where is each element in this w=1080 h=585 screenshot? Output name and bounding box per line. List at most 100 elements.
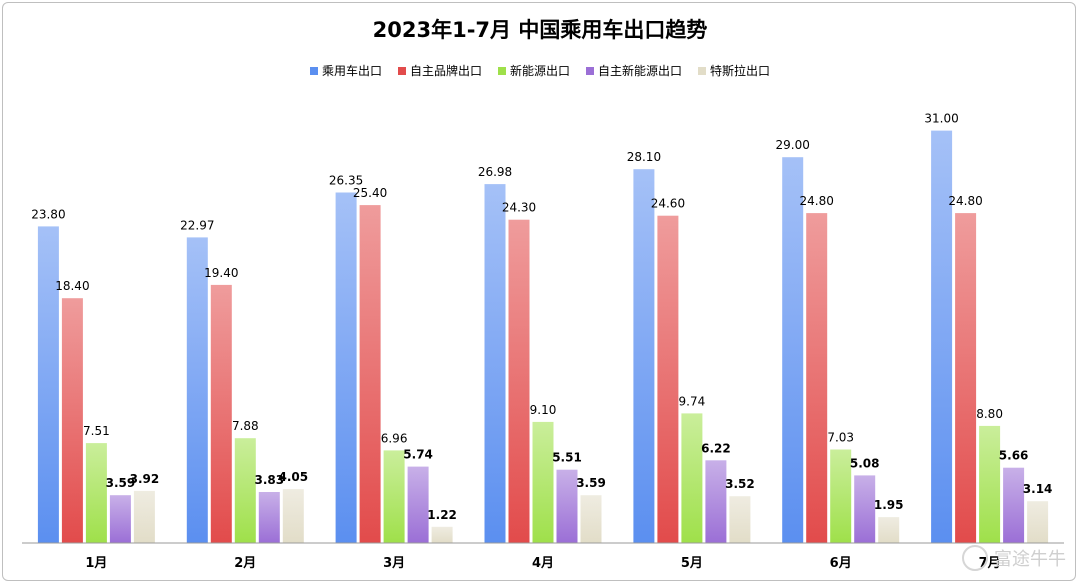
x-tick-label-2: 3月 (383, 556, 405, 571)
legend-label-1: 自主品牌出口 (409, 64, 482, 78)
x-tick-label-5: 6月 (830, 556, 852, 571)
legend-item-4: 特斯拉出口 (698, 62, 770, 79)
bar-4-2 (431, 526, 453, 543)
data-label-4-0: 3.92 (130, 472, 160, 486)
data-label-1-1: 19.40 (204, 266, 238, 280)
bar-2-0 (85, 443, 107, 543)
legend-label-0: 乘用车出口 (321, 64, 382, 78)
data-label-0-2: 26.35 (329, 174, 363, 188)
data-label-0-5: 29.00 (776, 138, 810, 152)
legend-label-3: 自主新能源出口 (598, 64, 683, 78)
bar-1-3 (508, 219, 530, 543)
x-tick-label-3: 4月 (532, 556, 554, 571)
bar-0-0 (37, 226, 59, 543)
bar-4-1 (282, 489, 304, 543)
watermark: 富途牛牛 (962, 545, 1066, 571)
bar-3-3 (556, 469, 578, 543)
data-label-3-4: 6.22 (701, 441, 731, 455)
watermark-logo-icon (962, 545, 988, 571)
legend-swatch-0 (309, 66, 318, 75)
bar-3-2 (407, 466, 429, 543)
bar-3-0 (109, 495, 131, 543)
legend: 乘用车出口 自主品牌出口 新能源出口 自主新能源出口 特斯拉出口 (0, 62, 1080, 79)
bar-2-1 (234, 438, 256, 543)
bar-2-4 (681, 413, 703, 543)
data-label-1-2: 25.40 (353, 186, 387, 200)
data-label-3-6: 5.66 (999, 449, 1029, 463)
data-label-4-2: 1.22 (427, 508, 457, 522)
data-label-0-6: 31.00 (924, 112, 958, 126)
bar-0-4 (633, 169, 655, 543)
data-label-0-0: 23.80 (31, 207, 65, 221)
bar-0-5 (782, 157, 804, 543)
data-label-1-4: 24.60 (651, 197, 685, 211)
bar-3-5 (854, 475, 876, 543)
bar-2-5 (830, 449, 852, 543)
bar-2-2 (383, 450, 405, 543)
data-label-4-5: 1.95 (874, 498, 904, 512)
x-axis: 1月 2月 3月 4月 5月 6月 7月 (22, 542, 1064, 571)
data-label-3-0: 3.59 (106, 476, 136, 490)
watermark-text: 富途牛牛 (994, 549, 1066, 570)
legend-item-0: 乘用车出口 (309, 62, 382, 79)
data-label-2-1: 7.88 (232, 419, 259, 433)
data-label-2-0: 7.51 (83, 424, 110, 438)
bar-0-2 (335, 192, 357, 543)
data-label-4-3: 3.59 (576, 476, 606, 490)
bar-3-4 (705, 460, 727, 543)
data-label-3-3: 5.51 (552, 451, 582, 465)
bar-4-4 (729, 496, 751, 543)
data-label-3-5: 5.08 (850, 456, 880, 470)
bar-0-6 (931, 130, 953, 543)
legend-item-1: 自主品牌出口 (397, 62, 482, 79)
bar-4-3 (580, 495, 602, 543)
data-label-4-4: 3.52 (725, 477, 755, 491)
data-label-4-1: 4.05 (278, 470, 308, 484)
data-label-3-2: 5.74 (403, 448, 433, 462)
legend-item-2: 新能源出口 (497, 62, 570, 79)
bars-layer (37, 130, 1049, 543)
legend-swatch-4 (698, 66, 707, 75)
bar-0-3 (484, 184, 506, 543)
data-label-3-1: 3.83 (254, 473, 284, 487)
chart-title: 2023年1-7月 中国乘用车出口趋势 (372, 18, 708, 42)
bar-0-1 (186, 237, 208, 543)
data-label-2-2: 6.96 (381, 431, 408, 445)
x-tick-label-0: 1月 (85, 556, 107, 571)
bar-4-0 (133, 490, 155, 543)
value-labels-layer: 23.8018.407.513.593.9222.9719.407.883.83… (31, 112, 1052, 522)
bar-1-2 (359, 205, 381, 543)
data-label-1-5: 24.80 (800, 194, 834, 208)
x-tick-label-1: 2月 (234, 556, 256, 571)
bar-3-1 (258, 492, 280, 543)
legend-swatch-2 (497, 66, 506, 75)
bar-1-4 (657, 215, 679, 543)
data-label-0-4: 28.10 (627, 150, 661, 164)
bar-1-6 (955, 213, 977, 543)
bar-4-5 (878, 517, 900, 543)
bar-1-5 (806, 213, 828, 543)
legend-item-3: 自主新能源出口 (586, 62, 682, 79)
bar-4-6 (1027, 501, 1049, 543)
data-label-1-3: 24.30 (502, 201, 536, 215)
data-label-2-3: 9.10 (530, 403, 557, 417)
bar-1-1 (210, 284, 232, 543)
bar-3-6 (1003, 467, 1025, 543)
bar-2-6 (979, 425, 1001, 543)
data-label-2-6: 8.80 (976, 407, 1003, 421)
legend-label-4: 特斯拉出口 (710, 64, 771, 78)
data-label-2-5: 7.03 (827, 431, 854, 445)
data-label-4-6: 3.14 (1023, 482, 1053, 496)
legend-swatch-1 (397, 66, 406, 75)
data-label-1-0: 18.40 (55, 279, 89, 293)
legend-label-2: 新能源出口 (509, 64, 570, 78)
x-tick-label-4: 5月 (681, 556, 703, 571)
data-label-1-6: 24.80 (948, 194, 982, 208)
bar-2-3 (532, 421, 554, 543)
data-label-0-1: 22.97 (180, 218, 214, 232)
legend-swatch-3 (586, 66, 594, 75)
data-label-2-4: 9.74 (679, 394, 706, 408)
data-label-0-3: 26.98 (478, 165, 512, 179)
bar-1-0 (61, 298, 83, 543)
